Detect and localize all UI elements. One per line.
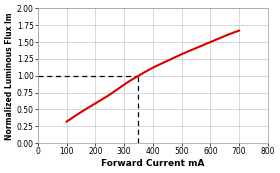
Y-axis label: Normalized Luminous Flux lm: Normalized Luminous Flux lm xyxy=(5,12,14,140)
X-axis label: Forward Current mA: Forward Current mA xyxy=(101,159,205,168)
